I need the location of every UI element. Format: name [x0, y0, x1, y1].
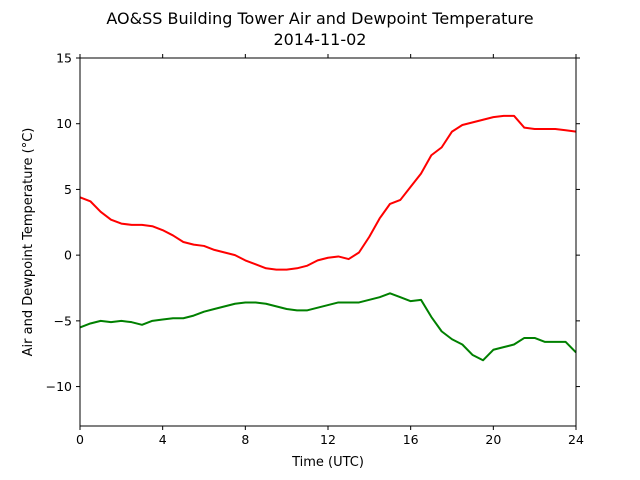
x-axis-label: Time (UTC)	[291, 455, 364, 470]
y-tick-label: 0	[64, 248, 72, 263]
y-tick-label: −5	[54, 313, 72, 328]
y-tick-label: 5	[64, 182, 72, 197]
y-tick-label: −10	[46, 379, 72, 394]
air-temperature-line	[79, 114, 577, 271]
chart-title: AO&SS Building Tower Air and Dewpoint Te…	[106, 9, 533, 28]
x-axis-ticks: 0 4 8 12 16 20 24	[76, 54, 584, 447]
x-tick-label: 16	[403, 432, 419, 447]
x-tick-label: 24	[568, 432, 584, 447]
y-tick-label: 10	[56, 116, 72, 131]
x-tick-label: 8	[241, 432, 249, 447]
dewpoint-temperature-line	[79, 292, 577, 362]
x-tick-label: 0	[76, 432, 84, 447]
plot-area-frame	[79, 57, 577, 427]
y-tick-label: 15	[56, 51, 72, 66]
x-tick-label: 20	[485, 432, 501, 447]
y-axis-ticks: −10 −5 0 5 10 15	[46, 51, 580, 394]
series-layer	[79, 114, 577, 362]
x-tick-label: 4	[159, 432, 167, 447]
y-axis-label: Air and Dewpoint Temperature (°C)	[21, 128, 36, 357]
chart-subtitle: 2014-11-02	[274, 30, 367, 49]
x-tick-label: 12	[320, 432, 336, 447]
